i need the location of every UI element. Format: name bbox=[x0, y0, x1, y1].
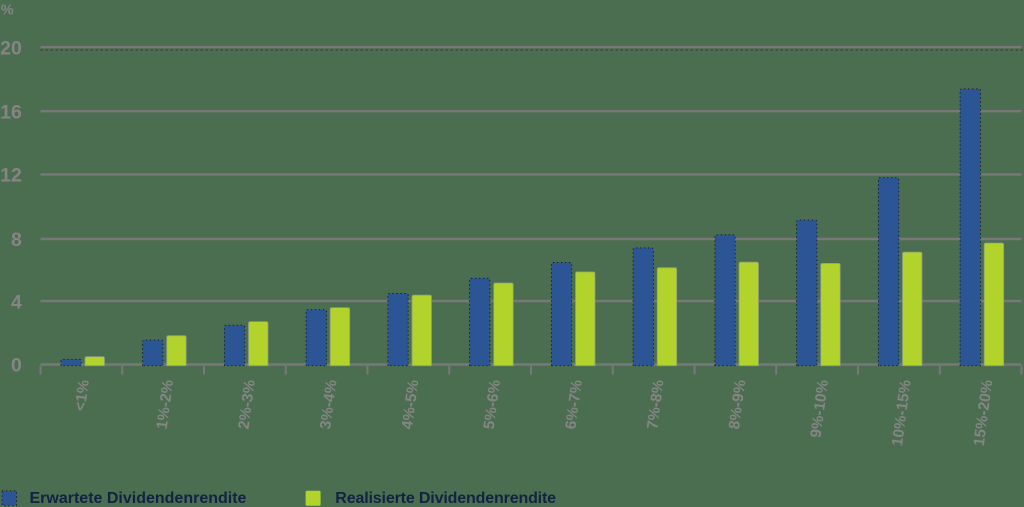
svg-text:0: 0 bbox=[11, 355, 22, 377]
svg-text:8: 8 bbox=[11, 229, 22, 251]
svg-text:6%-7%: 6%-7% bbox=[563, 379, 586, 431]
svg-text:16: 16 bbox=[0, 101, 22, 123]
svg-text:12: 12 bbox=[0, 165, 22, 187]
svg-text:8%-9%: 8%-9% bbox=[726, 379, 749, 431]
svg-text:2%-3%: 2%-3% bbox=[236, 379, 259, 431]
svg-text:%: % bbox=[1, 3, 14, 19]
svg-text:1%-2%: 1%-2% bbox=[154, 379, 177, 431]
svg-text:<1%: <1% bbox=[72, 378, 93, 411]
svg-text:Realisierte Dividendenrendite: Realisierte Dividendenrendite bbox=[335, 490, 556, 507]
svg-text:3%-4%: 3%-4% bbox=[317, 379, 340, 431]
svg-text:4: 4 bbox=[11, 291, 22, 313]
svg-text:20: 20 bbox=[0, 37, 22, 59]
svg-text:Erwartete Dividendenrendite: Erwartete Dividendenrendite bbox=[30, 490, 247, 507]
svg-text:7%-8%: 7%-8% bbox=[644, 379, 667, 431]
svg-text:5%-6%: 5%-6% bbox=[481, 379, 504, 431]
svg-text:4%-5%: 4%-5% bbox=[399, 379, 422, 431]
